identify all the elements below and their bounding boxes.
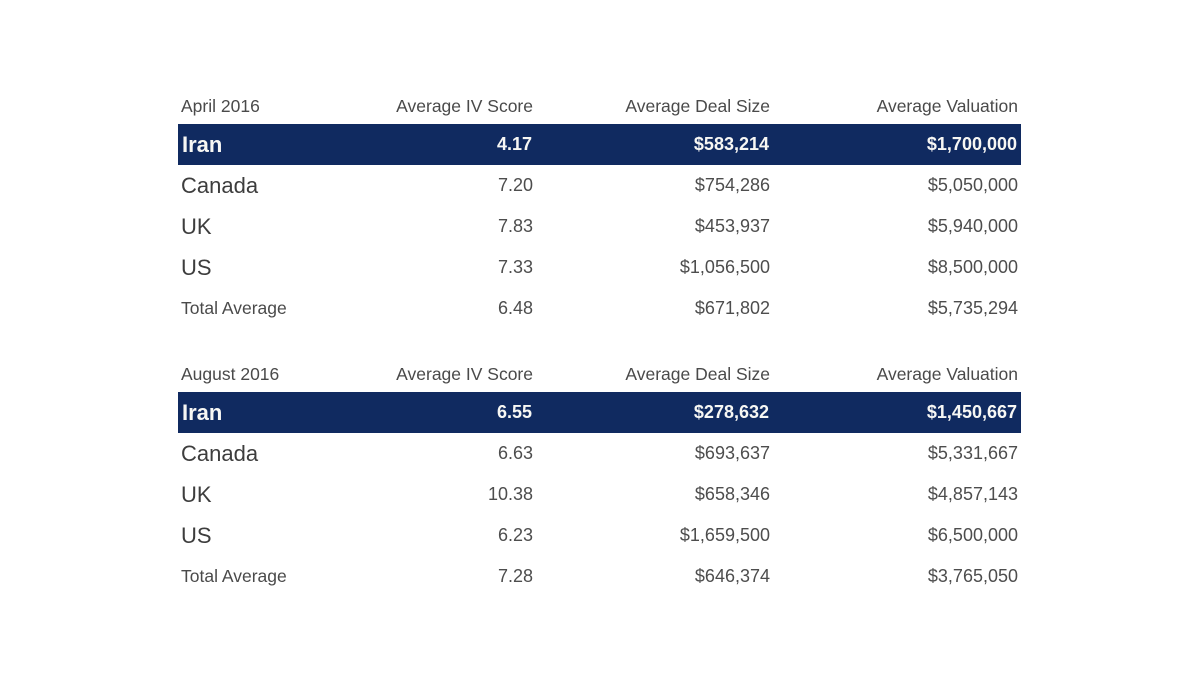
deal-size-value: $1,659,500 bbox=[679, 525, 770, 545]
iv-score-value: 6.48 bbox=[497, 298, 533, 318]
valuation-value: $1,700,000 bbox=[926, 134, 1017, 154]
valuation-value: $4,857,143 bbox=[927, 484, 1018, 504]
row-label: Total Average bbox=[181, 298, 287, 318]
iv-score-value: 7.83 bbox=[497, 216, 533, 236]
row-label: Canada bbox=[181, 172, 259, 198]
column-header-average-deal-size: Average Deal Size bbox=[625, 363, 770, 384]
deal-size-value: $646,374 bbox=[694, 566, 770, 586]
row-label: Total Average bbox=[181, 566, 287, 586]
table-row-uk: UK 10.38 $658,346 $4,857,143 bbox=[178, 474, 1021, 515]
column-header-average-iv-score: Average IV Score bbox=[396, 363, 533, 384]
table-row-canada: Canada 6.63 $693,637 $5,331,667 bbox=[178, 433, 1021, 474]
deal-size-value: $671,802 bbox=[694, 298, 770, 318]
row-label: Iran bbox=[182, 131, 223, 157]
valuation-value: $6,500,000 bbox=[927, 525, 1018, 545]
table-row-uk: UK 7.83 $453,937 $5,940,000 bbox=[178, 206, 1021, 247]
column-header-average-deal-size: Average Deal Size bbox=[625, 95, 770, 116]
table-row-us: US 6.23 $1,659,500 $6,500,000 bbox=[178, 515, 1021, 556]
table-header-row: August 2016 Average IV Score Average Dea… bbox=[178, 356, 1021, 392]
valuation-value: $5,050,000 bbox=[927, 175, 1018, 195]
period-label: August 2016 bbox=[181, 363, 280, 384]
row-label: US bbox=[181, 254, 212, 280]
table-august-2016: August 2016 Average IV Score Average Dea… bbox=[178, 356, 1021, 597]
iv-score-value: 6.55 bbox=[496, 402, 532, 422]
deal-size-value: $1,056,500 bbox=[679, 257, 770, 277]
iv-score-value: 6.63 bbox=[497, 443, 533, 463]
row-label: UK bbox=[181, 213, 212, 239]
deal-size-value: $658,346 bbox=[694, 484, 770, 504]
tables-container: April 2016 Average IV Score Average Deal… bbox=[178, 88, 1021, 597]
row-label: Iran bbox=[182, 399, 223, 425]
deal-size-value: $278,632 bbox=[693, 402, 769, 422]
valuation-value: $8,500,000 bbox=[927, 257, 1018, 277]
valuation-value: $5,331,667 bbox=[927, 443, 1018, 463]
table-header-row: April 2016 Average IV Score Average Deal… bbox=[178, 88, 1021, 124]
valuation-value: $5,940,000 bbox=[927, 216, 1018, 236]
period-label: April 2016 bbox=[181, 95, 260, 116]
row-label: Canada bbox=[181, 440, 259, 466]
iv-score-value: 6.23 bbox=[497, 525, 533, 545]
table-april-2016: April 2016 Average IV Score Average Deal… bbox=[178, 88, 1021, 329]
row-label: US bbox=[181, 522, 212, 548]
iv-score-value: 7.20 bbox=[497, 175, 533, 195]
deal-size-value: $693,637 bbox=[694, 443, 770, 463]
table-row-us: US 7.33 $1,056,500 $8,500,000 bbox=[178, 247, 1021, 288]
deal-size-value: $754,286 bbox=[694, 175, 770, 195]
iv-score-value: 7.28 bbox=[497, 566, 533, 586]
iv-score-value: 4.17 bbox=[496, 134, 532, 154]
column-header-average-valuation: Average Valuation bbox=[876, 363, 1018, 384]
column-header-average-valuation: Average Valuation bbox=[876, 95, 1018, 116]
deal-size-value: $453,937 bbox=[694, 216, 770, 236]
iv-score-value: 7.33 bbox=[497, 257, 533, 277]
deal-size-value: $583,214 bbox=[693, 134, 769, 154]
valuation-value: $1,450,667 bbox=[926, 402, 1017, 422]
valuation-value: $3,765,050 bbox=[927, 566, 1018, 586]
table-row-canada: Canada 7.20 $754,286 $5,050,000 bbox=[178, 165, 1021, 206]
table-row-total-average: Total Average 7.28 $646,374 $3,765,050 bbox=[178, 556, 1021, 597]
column-header-average-iv-score: Average IV Score bbox=[396, 95, 533, 116]
table-row-iran: Iran 4.17 $583,214 $1,700,000 bbox=[178, 124, 1021, 165]
table-row-total-average: Total Average 6.48 $671,802 $5,735,294 bbox=[178, 288, 1021, 329]
table-row-iran: Iran 6.55 $278,632 $1,450,667 bbox=[178, 392, 1021, 433]
row-label: UK bbox=[181, 481, 212, 507]
valuation-value: $5,735,294 bbox=[927, 298, 1018, 318]
iv-score-value: 10.38 bbox=[487, 484, 533, 504]
